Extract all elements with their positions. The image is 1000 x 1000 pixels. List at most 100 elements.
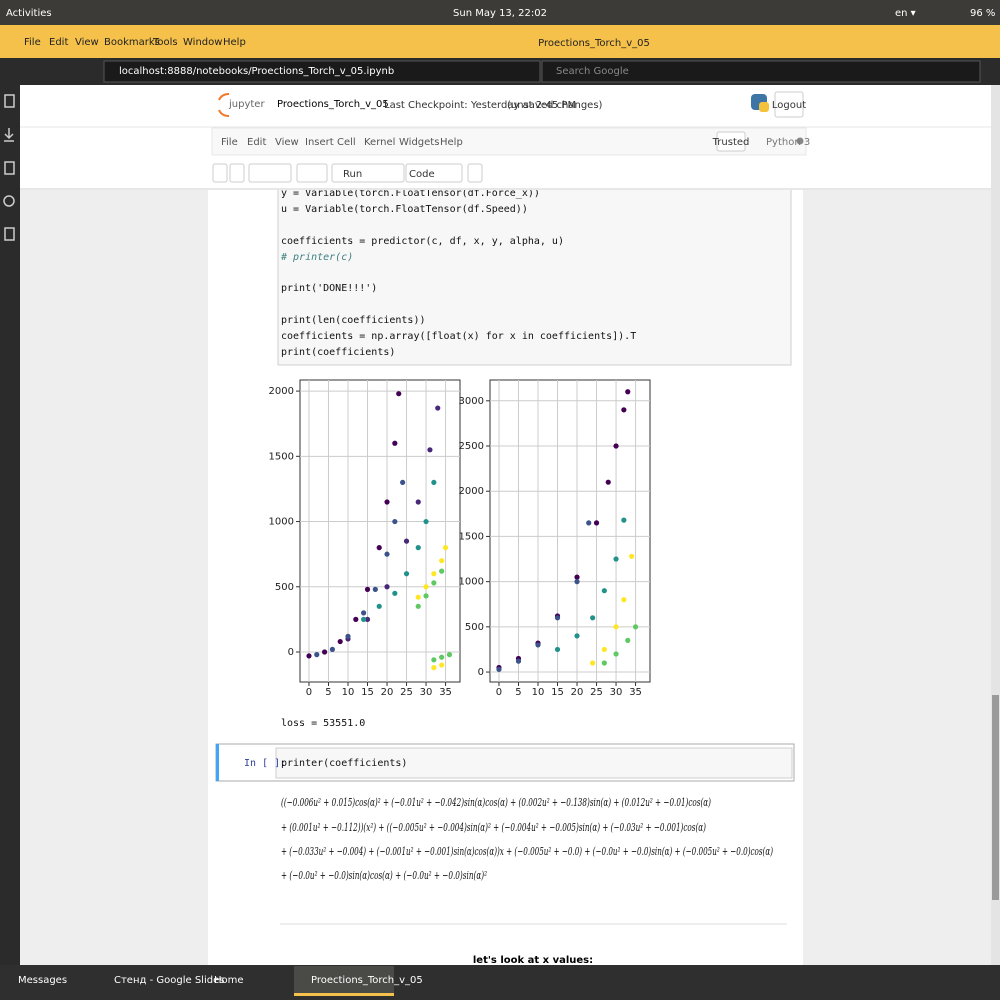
x-tick-label: 10 (532, 687, 545, 698)
notebook-menu-item[interactable]: Insert (305, 137, 334, 148)
logout-label[interactable]: Logout (772, 100, 806, 111)
notebook-menu-item[interactable]: View (275, 137, 299, 148)
point (361, 616, 367, 622)
point (496, 666, 502, 672)
point (605, 479, 611, 485)
point (384, 584, 390, 590)
sidebar-icon[interactable] (4, 227, 15, 241)
menu-item[interactable]: View (75, 37, 99, 48)
point (392, 440, 398, 446)
y-tick-label: 1500 (269, 451, 294, 462)
point (415, 603, 421, 609)
run-buttons[interactable] (331, 163, 405, 183)
loss-output: loss = 53551.0 (281, 718, 365, 729)
x-tick-label: 0 (496, 687, 502, 698)
menu-item[interactable]: Help (223, 37, 246, 48)
logout-button[interactable] (774, 91, 804, 118)
code-cell (277, 179, 792, 366)
sidebar-icon[interactable] (3, 195, 15, 207)
point (431, 571, 437, 577)
save-button[interactable] (212, 163, 228, 183)
input-prompt: In [ ]: (244, 758, 286, 769)
point (392, 590, 398, 596)
notebook-menu-item[interactable]: Help (440, 137, 463, 148)
x-tick-label: 20 (381, 687, 394, 698)
point (574, 574, 580, 580)
active-task[interactable] (294, 966, 394, 994)
point (435, 405, 441, 411)
point (574, 579, 580, 585)
point (353, 616, 359, 622)
menu-item[interactable]: Tools (152, 37, 178, 48)
input-area[interactable] (275, 747, 793, 779)
add-button[interactable] (229, 163, 245, 183)
point (345, 633, 351, 639)
x-tick-label: 25 (400, 687, 413, 698)
cell-type-select[interactable] (405, 163, 463, 183)
x-tick-label: 25 (590, 687, 603, 698)
point (427, 447, 433, 453)
y-tick-label: 500 (465, 622, 484, 633)
point (535, 642, 541, 648)
move-buttons[interactable] (296, 163, 328, 183)
notebook-name[interactable]: Proections_Torch_v_05 (277, 99, 389, 110)
point (613, 651, 619, 657)
section-heading: let's look at x values: (473, 955, 593, 966)
point (423, 593, 429, 599)
notebook-menu-item[interactable]: File (221, 137, 238, 148)
trusted-label[interactable]: Trusted (712, 137, 750, 148)
trusted-button[interactable] (716, 131, 746, 152)
x-tick-label: 15 (361, 687, 374, 698)
point (439, 558, 445, 564)
notebook-menu-item[interactable]: Edit (247, 137, 266, 148)
task-item[interactable]: Proections_Torch_v_05 (311, 975, 423, 986)
math-line: ((−0.006u² + 0.015)cos(α)² + (−0.01u² + … (281, 796, 711, 809)
point (439, 654, 445, 660)
scrollbar-thumb[interactable] (992, 695, 999, 900)
point (423, 584, 429, 590)
point (314, 652, 320, 658)
task-item[interactable]: Стенд - Google Slides (114, 975, 224, 986)
search-placeholder[interactable]: Search Google (556, 66, 629, 77)
y-tick-label: 0 (288, 647, 294, 658)
plot-area (299, 379, 461, 683)
point (431, 657, 437, 663)
notebook-menu-item[interactable]: Widgets (399, 137, 439, 148)
url[interactable]: localhost:8888/notebooks/Proections_Torc… (119, 66, 394, 77)
point (384, 499, 390, 505)
activities[interactable]: Activities (6, 8, 52, 19)
keyboard-button[interactable] (467, 163, 483, 183)
search-field[interactable] (541, 60, 981, 83)
notebook-menu-item[interactable]: Cell (337, 137, 356, 148)
sidebar-icon[interactable] (4, 161, 15, 175)
firefox-menubar (0, 25, 1000, 58)
menu-item[interactable]: Window (183, 37, 222, 48)
task-item[interactable]: Messages (18, 975, 67, 986)
scrollbar[interactable] (991, 85, 1000, 965)
edit-buttons[interactable] (248, 163, 292, 183)
point (625, 389, 631, 395)
point (431, 665, 437, 671)
run-label[interactable]: Run (343, 169, 362, 180)
python-logo (759, 102, 769, 112)
url-field[interactable] (103, 60, 541, 83)
code-line: coefficients = np.array([float(x) for x … (281, 331, 636, 342)
sidebar (0, 85, 20, 965)
point (632, 624, 639, 630)
task-item[interactable]: Home (214, 975, 244, 986)
point (613, 556, 619, 562)
input-code[interactable]: printer(coefficients) (281, 758, 407, 769)
y-tick-label: 2500 (459, 441, 484, 452)
point (621, 517, 627, 523)
menu-item[interactable]: Bookmarks (104, 37, 160, 48)
menu-item[interactable]: File (24, 37, 41, 48)
notebook-menu-item[interactable]: Kernel (364, 137, 395, 148)
sidebar-icon[interactable] (4, 128, 14, 142)
sidebar-icon[interactable] (4, 94, 15, 108)
notebook-content: y = Variable(torch.FloatTensor(df.Force_… (215, 179, 795, 966)
menu-item[interactable]: Edit (49, 37, 68, 48)
y-tick-label: 500 (275, 582, 294, 593)
cell-type[interactable]: Code (409, 169, 435, 180)
point (376, 603, 382, 609)
